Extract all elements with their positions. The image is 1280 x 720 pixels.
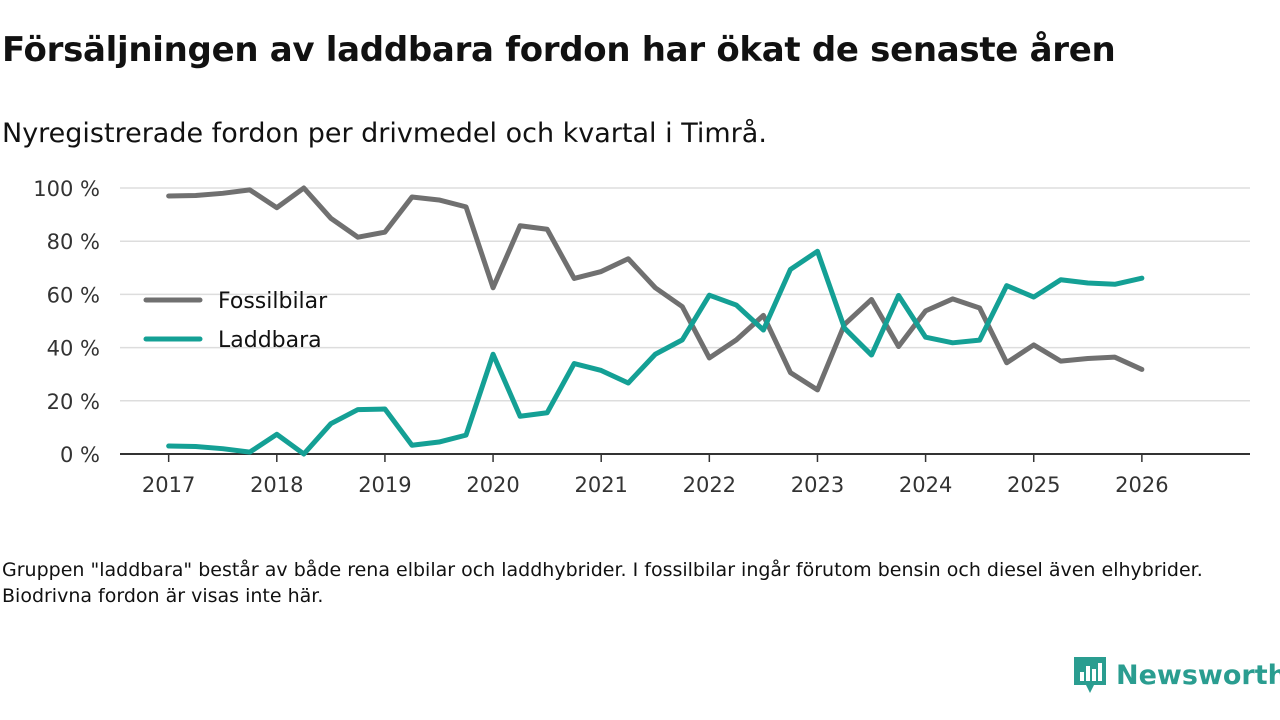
x-tick-label: 2026 — [1115, 473, 1168, 497]
footnote: Gruppen "laddbara" består av både rena e… — [2, 559, 1203, 607]
y-tick-label: 40 % — [47, 337, 100, 361]
y-tick-label: 80 % — [47, 230, 100, 254]
y-tick-label: 100 % — [33, 177, 100, 201]
x-axis: 2017 2018 2019 2020 2021 2022 2023 2024 2025 2026 — [120, 453, 1250, 497]
y-tick-label: 0 % — [60, 443, 100, 467]
x-tick-label: 2021 — [574, 473, 627, 497]
series-lines — [166, 185, 1145, 457]
legend-label-laddbara: Laddbara — [218, 328, 322, 353]
legend-label-fossilbilar: Fossilbilar — [218, 289, 328, 314]
x-tick-label: 2020 — [466, 473, 519, 497]
brand-logo[interactable]: Newsworthy — [1072, 655, 1280, 695]
chart-title: Försäljningen av laddbara fordon har öka… — [2, 30, 1116, 70]
x-tick-label: 2018 — [250, 473, 303, 497]
x-tick-label: 2022 — [683, 473, 736, 497]
brand-name: Newsworthy — [1116, 659, 1280, 691]
y-tick-label: 60 % — [47, 283, 100, 307]
x-tick-label: 2025 — [1007, 473, 1060, 497]
series-line-fossilbilar — [166, 185, 1145, 393]
grid-lines — [120, 187, 1250, 402]
x-tick-label: 2019 — [358, 473, 411, 497]
y-tick-label: 20 % — [47, 390, 100, 414]
y-axis: 0 % 20 % 40 % 60 % 80 % 100 % — [33, 177, 100, 467]
chart-subtitle: Nyregistrerade fordon per drivmedel och … — [2, 118, 767, 149]
x-tick-label: 2017 — [142, 473, 195, 497]
x-tick-label: 2024 — [899, 473, 952, 497]
x-tick-label: 2023 — [791, 473, 844, 497]
series-line-laddbara — [166, 248, 1145, 457]
legend: Fossilbilar Laddbara — [143, 289, 328, 353]
newsworthy-logo-icon — [1074, 657, 1106, 693]
